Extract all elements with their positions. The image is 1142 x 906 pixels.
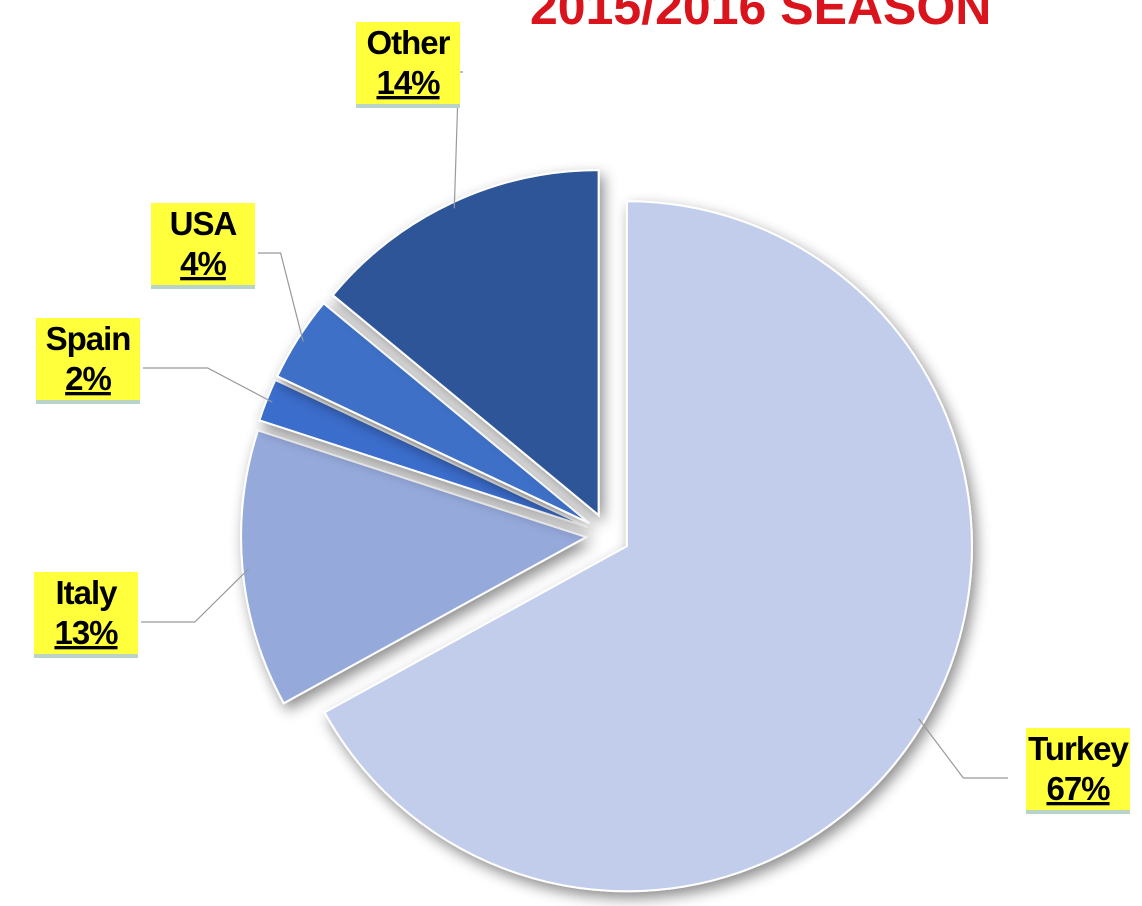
leader-line: [143, 367, 273, 403]
category-label: Italy: [55, 574, 118, 611]
value-label: 67%: [1046, 770, 1110, 807]
category-label: USA: [170, 205, 237, 242]
label-box: [151, 203, 255, 285]
label-box: [356, 22, 460, 104]
pie-slice: [331, 169, 600, 518]
category-label: Other: [366, 24, 450, 61]
label-box-shadow: [1026, 810, 1130, 814]
label-box: [36, 318, 140, 400]
value-label: 4%: [180, 245, 226, 282]
pie-slice: [323, 200, 973, 893]
value-label: 2%: [65, 360, 111, 397]
category-label: Turkey: [1028, 730, 1129, 767]
pie-slice: [240, 429, 589, 705]
leader-line: [141, 568, 250, 623]
value-label: 14%: [376, 64, 440, 101]
pie-slice: [258, 378, 588, 528]
label-box: [1026, 728, 1130, 810]
label-box-shadow: [356, 104, 460, 108]
value-label: 13%: [54, 614, 118, 651]
category-label: Spain: [46, 320, 131, 357]
label-box-shadow: [151, 285, 255, 289]
pie-slice: [275, 301, 591, 525]
leader-line: [258, 252, 304, 342]
label-box: [34, 572, 138, 654]
label-box-shadow: [36, 400, 140, 404]
label-box-shadow: [34, 654, 138, 658]
leader-line: [918, 718, 1008, 779]
chart-title: 2015/2016 SEASON: [530, 0, 991, 35]
